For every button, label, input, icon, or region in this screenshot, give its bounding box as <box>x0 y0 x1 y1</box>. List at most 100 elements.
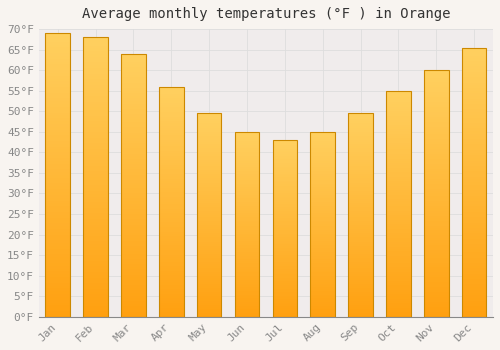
Bar <box>197 282 222 284</box>
Bar <box>348 304 373 307</box>
Bar <box>234 306 260 308</box>
Bar <box>159 190 184 192</box>
Bar <box>197 301 222 302</box>
Bar <box>386 186 410 188</box>
Title: Average monthly temperatures (°F ) in Orange: Average monthly temperatures (°F ) in Or… <box>82 7 450 21</box>
Bar <box>197 313 222 315</box>
Bar <box>46 138 70 141</box>
Bar <box>424 290 448 292</box>
Bar <box>310 237 335 239</box>
Bar <box>424 156 448 159</box>
Bar <box>197 121 222 124</box>
Bar <box>272 241 297 243</box>
Bar <box>197 178 222 181</box>
Bar <box>159 183 184 186</box>
Bar <box>46 252 70 254</box>
Bar <box>272 264 297 266</box>
Bar <box>159 285 184 287</box>
Bar <box>462 69 486 72</box>
Bar <box>121 59 146 62</box>
Bar <box>424 302 448 304</box>
Bar <box>121 264 146 267</box>
Bar <box>462 298 486 301</box>
Bar <box>272 170 297 172</box>
Bar <box>272 290 297 292</box>
Bar <box>234 309 260 311</box>
Bar <box>462 80 486 83</box>
Bar <box>386 190 410 192</box>
Bar <box>121 285 146 288</box>
Bar <box>234 178 260 180</box>
Bar <box>424 295 448 297</box>
Bar <box>84 261 108 264</box>
Bar <box>310 163 335 165</box>
Bar <box>462 236 486 239</box>
Bar <box>424 258 448 260</box>
Bar <box>462 206 486 209</box>
Bar <box>121 230 146 233</box>
Bar <box>234 160 260 161</box>
Bar <box>272 207 297 209</box>
Bar <box>272 160 297 161</box>
Bar <box>272 266 297 267</box>
Bar <box>348 182 373 184</box>
Bar <box>197 130 222 132</box>
Bar <box>121 209 146 211</box>
Bar <box>272 230 297 232</box>
Bar <box>121 306 146 309</box>
Bar <box>348 301 373 302</box>
Bar <box>462 282 486 285</box>
Bar <box>386 134 410 136</box>
Bar <box>121 83 146 85</box>
Bar <box>197 292 222 294</box>
Bar <box>386 278 410 281</box>
Bar <box>424 225 448 228</box>
Bar <box>234 282 260 284</box>
Bar <box>84 306 108 308</box>
Bar <box>46 107 70 110</box>
Bar <box>197 217 222 219</box>
Bar <box>84 199 108 202</box>
Bar <box>234 174 260 176</box>
Bar <box>310 173 335 174</box>
Bar <box>46 116 70 118</box>
Bar <box>424 169 448 171</box>
Bar <box>424 300 448 302</box>
Bar <box>462 223 486 225</box>
Bar <box>84 169 108 172</box>
Bar <box>348 130 373 132</box>
Bar <box>348 239 373 241</box>
Bar <box>424 179 448 181</box>
Bar <box>159 153 184 156</box>
Bar <box>234 285 260 287</box>
Bar <box>234 259 260 261</box>
Bar <box>46 271 70 274</box>
Bar <box>424 137 448 139</box>
Bar <box>272 287 297 288</box>
Bar <box>310 233 335 236</box>
Bar <box>310 134 335 135</box>
Bar <box>121 138 146 141</box>
Bar <box>197 233 222 236</box>
Bar <box>424 280 448 282</box>
Bar <box>197 290 222 292</box>
Bar <box>424 110 448 112</box>
Bar <box>348 124 373 126</box>
Bar <box>424 107 448 110</box>
Bar <box>424 236 448 238</box>
Bar <box>121 214 146 217</box>
Bar <box>46 121 70 124</box>
Bar <box>348 142 373 144</box>
Bar <box>386 236 410 238</box>
Bar <box>348 178 373 181</box>
Bar <box>159 135 184 137</box>
Bar <box>424 161 448 164</box>
Bar <box>310 228 335 230</box>
Bar <box>84 71 108 74</box>
Bar <box>84 308 108 311</box>
Bar <box>310 313 335 315</box>
Bar <box>462 250 486 252</box>
Bar <box>234 233 260 236</box>
Bar <box>386 177 410 179</box>
Bar <box>462 293 486 295</box>
